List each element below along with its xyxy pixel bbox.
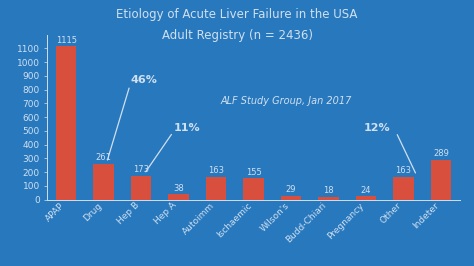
Bar	[243, 178, 264, 200]
Text: 18: 18	[323, 186, 334, 195]
Text: Adult Registry (n = 2436): Adult Registry (n = 2436)	[162, 29, 312, 42]
Text: 38: 38	[173, 184, 184, 193]
Text: 163: 163	[208, 167, 224, 176]
Text: 163: 163	[395, 167, 411, 176]
Text: 11%: 11%	[174, 123, 201, 133]
Bar	[56, 46, 76, 200]
Text: 29: 29	[286, 185, 296, 194]
Bar	[318, 197, 339, 200]
Text: 261: 261	[96, 153, 111, 162]
Bar	[431, 160, 451, 200]
Text: 289: 289	[433, 149, 449, 158]
Text: 173: 173	[133, 165, 149, 174]
Bar	[168, 194, 189, 200]
Bar	[356, 196, 376, 200]
Bar	[393, 177, 414, 200]
Text: 24: 24	[361, 186, 371, 194]
Text: 1115: 1115	[55, 36, 77, 45]
Text: 155: 155	[246, 168, 262, 177]
Bar	[93, 164, 114, 200]
Text: 46%: 46%	[131, 75, 157, 85]
Text: Etiology of Acute Liver Failure in the USA: Etiology of Acute Liver Failure in the U…	[116, 8, 358, 21]
Text: 12%: 12%	[364, 123, 391, 133]
Bar	[281, 196, 301, 200]
Bar	[206, 177, 227, 200]
Bar	[131, 176, 151, 200]
Text: ALF Study Group, Jan 2017: ALF Study Group, Jan 2017	[221, 95, 352, 106]
